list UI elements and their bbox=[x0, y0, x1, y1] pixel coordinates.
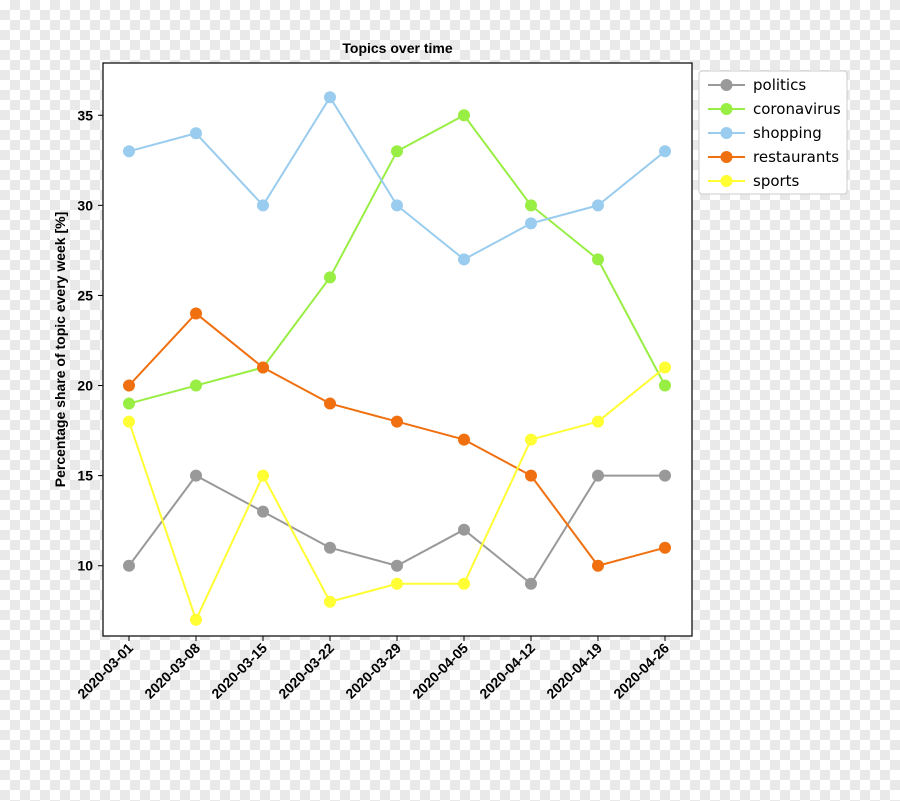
data-point-sports bbox=[592, 415, 604, 428]
data-point-restaurants bbox=[391, 415, 403, 428]
data-point-sports bbox=[391, 577, 403, 590]
x-tick-label: 2020-03-15 bbox=[208, 640, 270, 702]
legend-marker-politics bbox=[720, 79, 733, 91]
data-point-restaurants bbox=[324, 397, 336, 410]
data-point-restaurants bbox=[123, 379, 135, 392]
data-point-coronavirus bbox=[324, 271, 336, 284]
data-point-politics bbox=[592, 469, 604, 482]
x-tick-label: 2020-04-26 bbox=[610, 640, 672, 702]
data-point-shopping bbox=[592, 199, 604, 212]
data-point-shopping bbox=[458, 253, 470, 266]
data-point-coronavirus bbox=[525, 199, 537, 212]
y-tick-label: 35 bbox=[77, 107, 93, 123]
legend-label-shopping: shopping bbox=[753, 124, 822, 142]
data-point-coronavirus bbox=[659, 379, 671, 392]
x-tick-label: 2020-04-12 bbox=[476, 640, 538, 702]
data-point-politics bbox=[391, 559, 403, 572]
y-tick-label: 20 bbox=[77, 378, 93, 394]
data-point-shopping bbox=[391, 199, 403, 212]
series-layer bbox=[123, 91, 671, 626]
data-point-politics bbox=[123, 559, 135, 572]
data-point-sports bbox=[525, 433, 537, 446]
data-point-shopping bbox=[525, 217, 537, 230]
legend-marker-restaurants bbox=[720, 151, 733, 163]
legend-label-sports: sports bbox=[753, 172, 800, 190]
chart-title: Topics over time bbox=[342, 40, 452, 56]
data-point-shopping bbox=[659, 145, 671, 158]
data-point-politics bbox=[659, 469, 671, 482]
data-point-coronavirus bbox=[592, 253, 604, 266]
x-tick-label: 2020-03-29 bbox=[342, 640, 404, 702]
legend-label-restaurants: restaurants bbox=[753, 148, 839, 166]
data-point-politics bbox=[525, 577, 537, 590]
data-point-sports bbox=[257, 469, 269, 482]
y-tick-label: 15 bbox=[77, 468, 93, 484]
data-point-politics bbox=[324, 541, 336, 554]
x-tick-label: 2020-04-05 bbox=[409, 640, 471, 702]
data-point-sports bbox=[324, 595, 336, 608]
data-point-coronavirus bbox=[190, 379, 202, 392]
legend: politics coronavirus shopping restaurants sp… bbox=[698, 70, 848, 195]
plot-area bbox=[103, 63, 692, 636]
legend-box bbox=[698, 70, 848, 195]
legend-label-politics: politics bbox=[753, 76, 806, 94]
legend-marker-coronavirus bbox=[720, 103, 733, 115]
data-point-coronavirus bbox=[458, 109, 470, 122]
data-point-coronavirus bbox=[391, 145, 403, 158]
data-point-restaurants bbox=[257, 361, 269, 374]
data-point-coronavirus bbox=[123, 397, 135, 410]
data-point-sports bbox=[123, 415, 135, 428]
data-point-shopping bbox=[190, 127, 202, 140]
legend-marker-shopping bbox=[720, 127, 733, 139]
x-tick-label: 2020-03-08 bbox=[141, 640, 203, 702]
y-tick-label: 10 bbox=[77, 558, 93, 574]
data-point-politics bbox=[257, 505, 269, 518]
y-axis: 10 15 20 25 30 35 bbox=[77, 107, 103, 574]
x-axis: 2020-03-01 2020-03-08 2020-03-15 2020-03-22… bbox=[74, 636, 672, 702]
x-tick-label: 2020-04-19 bbox=[543, 640, 605, 702]
legend-label-coronavirus: coronavirus bbox=[753, 100, 841, 118]
y-axis-label: Percentage share of topic every week [%] bbox=[52, 212, 68, 487]
data-point-restaurants bbox=[592, 559, 604, 572]
data-point-sports bbox=[659, 361, 671, 374]
x-tick-label: 2020-03-01 bbox=[74, 640, 136, 702]
data-point-restaurants bbox=[458, 433, 470, 446]
data-point-restaurants bbox=[190, 307, 202, 320]
data-point-politics bbox=[458, 523, 470, 536]
y-tick-label: 25 bbox=[77, 287, 93, 303]
y-tick-label: 30 bbox=[77, 197, 93, 213]
data-point-shopping bbox=[324, 91, 336, 104]
data-point-sports bbox=[458, 577, 470, 590]
data-point-sports bbox=[190, 613, 202, 626]
data-point-restaurants bbox=[659, 541, 671, 554]
legend-marker-sports bbox=[720, 175, 733, 187]
data-point-politics bbox=[190, 469, 202, 482]
plot-frame bbox=[102, 62, 693, 637]
data-point-shopping bbox=[257, 199, 269, 212]
data-point-restaurants bbox=[525, 469, 537, 482]
data-point-shopping bbox=[123, 145, 135, 158]
x-tick-label: 2020-03-22 bbox=[275, 640, 337, 702]
